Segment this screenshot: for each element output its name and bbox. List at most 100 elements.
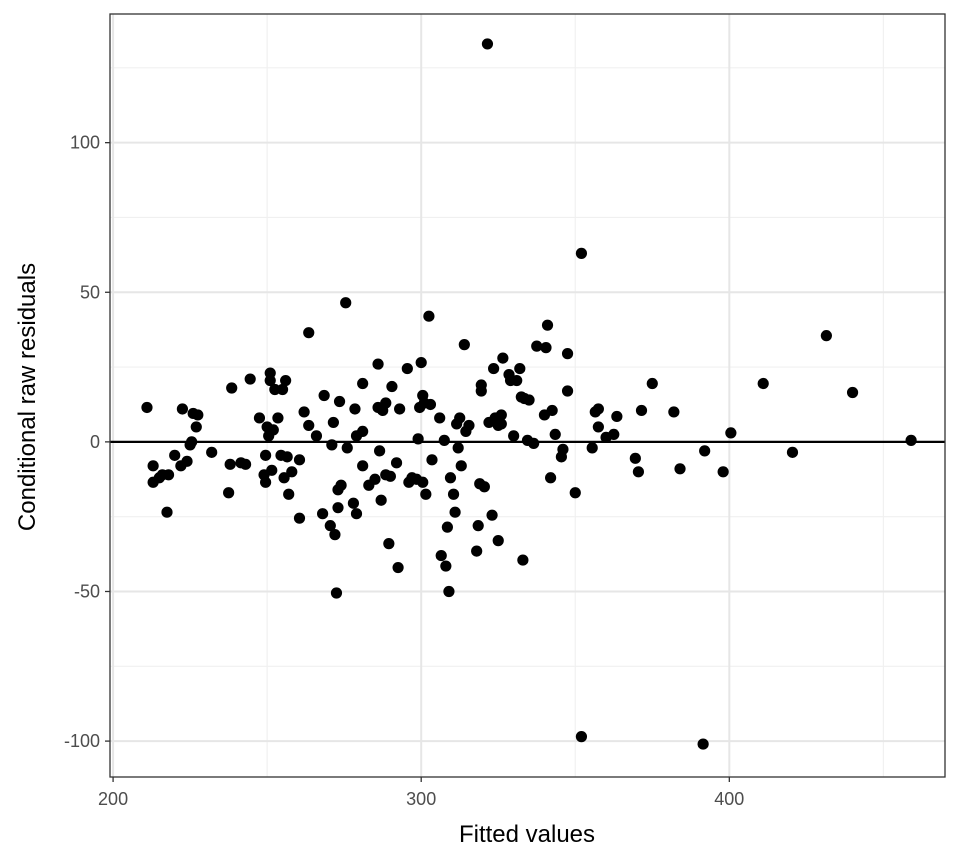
- data-point: [531, 340, 543, 352]
- data-point: [283, 488, 295, 500]
- data-point: [350, 508, 363, 520]
- data-point: [420, 488, 432, 500]
- data-point: [239, 458, 252, 470]
- data-point: [186, 436, 198, 448]
- x-axis-title: Fitted values: [459, 821, 595, 848]
- data-point: [561, 348, 574, 360]
- data-point: [449, 506, 461, 518]
- data-point: [434, 412, 446, 424]
- data-point: [176, 403, 189, 415]
- data-point: [443, 585, 455, 598]
- data-point: [162, 469, 175, 481]
- data-point: [267, 424, 279, 436]
- data-point: [757, 377, 769, 390]
- data-point: [169, 449, 181, 461]
- data-point: [369, 473, 381, 485]
- data-point: [340, 297, 352, 309]
- data-point: [347, 497, 360, 509]
- data-point: [357, 425, 369, 438]
- data-point: [635, 404, 648, 417]
- data-point: [226, 382, 238, 394]
- data-point: [545, 472, 557, 484]
- data-point: [674, 463, 686, 475]
- data-point: [272, 412, 284, 424]
- data-point: [632, 466, 645, 478]
- data-point: [447, 488, 460, 500]
- data-point: [426, 454, 438, 466]
- data-point: [471, 545, 483, 557]
- data-point: [412, 433, 424, 445]
- data-point: [383, 538, 395, 550]
- data-point: [475, 385, 487, 397]
- data-point: [611, 410, 623, 423]
- data-point: [846, 386, 859, 399]
- data-point: [424, 398, 437, 411]
- data-point: [386, 380, 398, 393]
- data-point: [415, 356, 427, 369]
- data-point: [259, 476, 272, 488]
- data-point: [278, 472, 290, 484]
- data-point: [324, 520, 336, 532]
- data-point: [592, 403, 604, 415]
- data-point: [725, 427, 737, 439]
- data-point: [423, 310, 435, 322]
- y-tick-label: 0: [90, 432, 100, 452]
- y-tick-label: -50: [74, 581, 100, 601]
- data-point: [326, 439, 338, 451]
- data-point: [332, 502, 344, 514]
- data-point: [486, 509, 498, 521]
- y-tick-label: 100: [70, 133, 100, 153]
- data-point: [349, 403, 361, 415]
- data-point: [293, 512, 306, 524]
- data-point: [586, 442, 598, 454]
- data-point: [629, 452, 641, 464]
- data-point: [317, 508, 329, 520]
- data-point: [592, 421, 604, 433]
- data-point: [820, 330, 832, 342]
- data-point: [454, 412, 466, 424]
- data-point: [298, 406, 310, 418]
- data-point: [335, 479, 347, 491]
- data-point: [440, 560, 452, 572]
- data-point: [281, 451, 293, 463]
- data-point: [452, 442, 464, 454]
- data-point: [417, 476, 429, 488]
- data-point: [528, 437, 540, 449]
- y-axis-title: Conditional raw residuals: [14, 263, 41, 531]
- data-point: [478, 481, 490, 493]
- data-point: [223, 487, 235, 499]
- data-point: [435, 549, 447, 562]
- data-point: [488, 362, 500, 375]
- data-point: [374, 445, 386, 457]
- data-point: [318, 389, 330, 402]
- y-tick-label: -100: [64, 731, 100, 751]
- x-tick-label: 300: [406, 789, 436, 809]
- data-point: [357, 460, 369, 472]
- data-point: [244, 373, 256, 385]
- data-point: [264, 367, 276, 379]
- x-tick-label: 200: [98, 789, 128, 809]
- data-point: [646, 377, 658, 390]
- data-point: [517, 554, 529, 566]
- data-point: [458, 339, 470, 351]
- data-point: [438, 434, 450, 446]
- data-point: [541, 319, 554, 331]
- minor-gridlines: [110, 14, 945, 777]
- data-point: [141, 401, 153, 414]
- data-point: [455, 460, 467, 472]
- data-point: [357, 377, 369, 390]
- data-point: [511, 374, 523, 387]
- data-point: [269, 383, 281, 396]
- data-point: [699, 445, 711, 457]
- data-point: [286, 466, 298, 478]
- data-point: [303, 419, 315, 432]
- data-point: [392, 561, 404, 574]
- data-point: [497, 352, 509, 364]
- data-point: [375, 494, 387, 506]
- data-point: [333, 395, 346, 408]
- data-point: [608, 428, 620, 440]
- data-point: [401, 362, 413, 375]
- data-point: [557, 443, 569, 455]
- data-point: [206, 446, 218, 458]
- data-point: [394, 403, 406, 415]
